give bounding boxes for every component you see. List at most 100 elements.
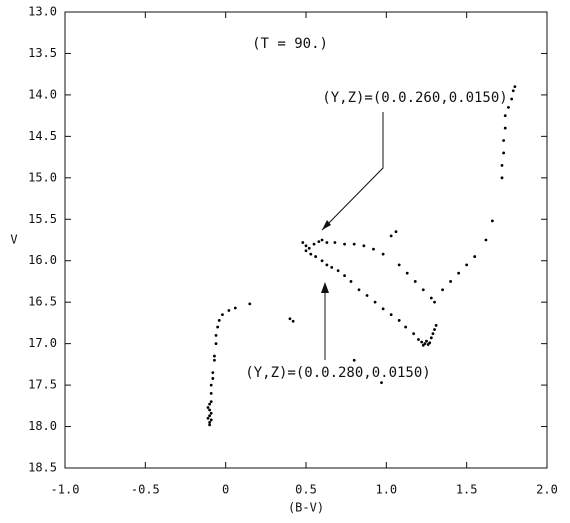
point bbox=[330, 265, 334, 269]
point bbox=[413, 280, 417, 283]
point bbox=[288, 317, 292, 321]
point bbox=[304, 249, 308, 253]
point bbox=[372, 247, 375, 251]
point bbox=[473, 255, 477, 258]
point bbox=[301, 241, 305, 244]
point bbox=[397, 263, 401, 267]
point bbox=[510, 97, 514, 101]
point bbox=[513, 85, 517, 89]
point bbox=[433, 300, 436, 304]
plot-frame bbox=[64, 11, 548, 469]
annotation: (T = 90.) bbox=[252, 36, 328, 52]
point bbox=[503, 114, 507, 118]
x-tick-label: -1.0 bbox=[51, 483, 80, 497]
point bbox=[434, 323, 438, 327]
point bbox=[381, 252, 385, 256]
point bbox=[421, 343, 425, 347]
point bbox=[325, 263, 329, 267]
arrow-head bbox=[322, 220, 331, 230]
point bbox=[211, 371, 215, 375]
y-tick-label: 18.0 bbox=[28, 419, 57, 433]
point bbox=[208, 423, 212, 427]
point bbox=[320, 238, 324, 242]
point bbox=[208, 421, 212, 424]
point bbox=[433, 328, 436, 331]
x-axis-label: (B-V) bbox=[288, 501, 324, 515]
point bbox=[343, 274, 346, 278]
point bbox=[429, 336, 433, 340]
point bbox=[507, 105, 510, 109]
point bbox=[216, 325, 220, 329]
point bbox=[214, 333, 218, 337]
point bbox=[484, 238, 488, 242]
point bbox=[500, 163, 504, 167]
point bbox=[425, 339, 428, 343]
point bbox=[465, 263, 469, 267]
point bbox=[449, 280, 452, 283]
point bbox=[362, 244, 366, 248]
y-tick-label: 17.0 bbox=[28, 336, 57, 350]
point bbox=[233, 306, 237, 310]
point bbox=[352, 242, 356, 246]
point bbox=[209, 383, 213, 387]
point bbox=[309, 252, 313, 256]
point bbox=[381, 307, 385, 311]
point bbox=[417, 338, 420, 341]
point bbox=[208, 408, 212, 412]
point bbox=[349, 280, 353, 283]
x-tick-label: 1.0 bbox=[375, 483, 397, 497]
point bbox=[307, 246, 311, 250]
arrow bbox=[321, 112, 384, 231]
annotation: (Y,Z)=(0.0.280,0.0150) bbox=[245, 365, 430, 381]
point bbox=[312, 242, 316, 246]
point bbox=[314, 255, 318, 258]
point bbox=[502, 151, 506, 155]
point bbox=[380, 381, 383, 385]
point bbox=[217, 319, 221, 322]
point bbox=[227, 309, 231, 312]
y-axis-label: V bbox=[10, 233, 17, 247]
y-tick-label: 14.5 bbox=[28, 129, 57, 143]
y-tick-label: 17.5 bbox=[28, 378, 57, 392]
point bbox=[209, 400, 213, 404]
point bbox=[404, 325, 408, 329]
point bbox=[373, 300, 377, 304]
point bbox=[511, 89, 515, 93]
point bbox=[503, 126, 507, 130]
x-tick-label: 0 bbox=[222, 483, 229, 497]
point bbox=[208, 414, 212, 418]
point bbox=[209, 418, 213, 422]
point bbox=[428, 341, 432, 345]
y-tick-label: 18.5 bbox=[28, 461, 57, 475]
point bbox=[502, 139, 506, 142]
y-tick-label: 15.5 bbox=[28, 212, 57, 226]
point bbox=[421, 288, 425, 292]
point bbox=[248, 302, 252, 306]
point bbox=[500, 176, 504, 180]
point bbox=[317, 240, 321, 244]
point bbox=[420, 340, 424, 344]
point bbox=[213, 358, 216, 362]
point bbox=[365, 294, 369, 297]
point bbox=[211, 377, 215, 380]
point bbox=[206, 406, 210, 409]
point bbox=[336, 269, 340, 273]
y-tick-label: 15.0 bbox=[28, 170, 57, 184]
point bbox=[214, 342, 218, 346]
point bbox=[405, 271, 409, 275]
point bbox=[209, 411, 213, 415]
point bbox=[352, 358, 356, 362]
point bbox=[429, 296, 433, 300]
point bbox=[325, 241, 329, 244]
point bbox=[357, 288, 361, 292]
point bbox=[291, 319, 295, 323]
point bbox=[213, 354, 216, 358]
point bbox=[431, 332, 435, 336]
x-tick-label: 2.0 bbox=[536, 483, 558, 497]
point bbox=[209, 391, 213, 395]
point bbox=[412, 332, 416, 336]
point bbox=[389, 234, 393, 238]
point bbox=[441, 288, 444, 292]
